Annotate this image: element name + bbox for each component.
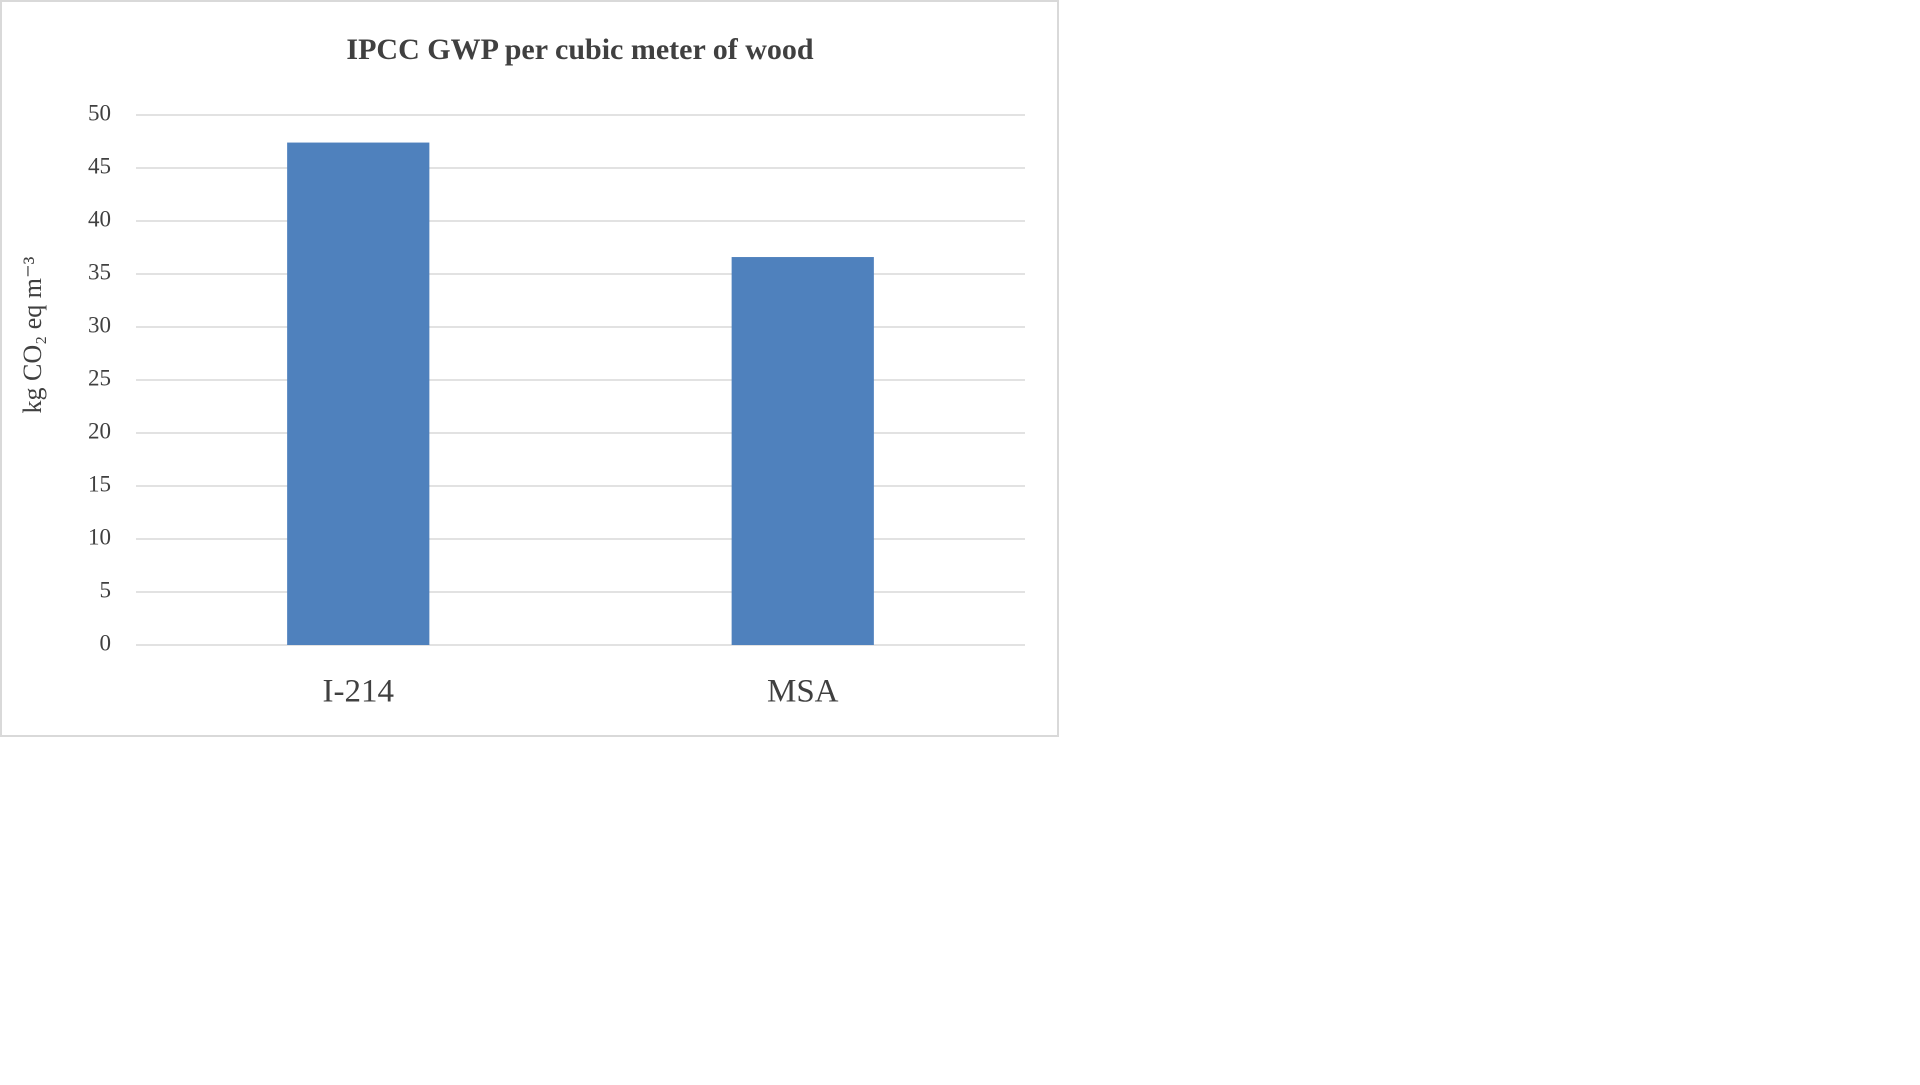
y-tick-label: 45 (88, 153, 111, 178)
y-tick-label: 30 (88, 312, 111, 337)
y-tick-label: 10 (88, 524, 111, 549)
bar (731, 257, 874, 645)
y-tick-label: 50 (88, 100, 111, 125)
y-tick-label: 40 (88, 206, 111, 231)
y-tick-label: 20 (88, 418, 111, 443)
chart-title: IPCC GWP per cubic meter of wood (346, 33, 813, 66)
y-tick-label: 0 (100, 630, 112, 655)
x-tick-label: I-214 (323, 674, 394, 710)
x-tick-label: MSA (767, 674, 839, 710)
y-tick-label: 25 (88, 365, 111, 390)
y-tick-label: 5 (100, 577, 112, 602)
bar (287, 142, 430, 645)
y-tick-label: 35 (88, 259, 111, 284)
chart-frame (0, 0, 1059, 737)
y-axis-label: kg CO₂ eq m⁻³ (18, 256, 47, 413)
y-tick-label: 15 (88, 471, 111, 496)
